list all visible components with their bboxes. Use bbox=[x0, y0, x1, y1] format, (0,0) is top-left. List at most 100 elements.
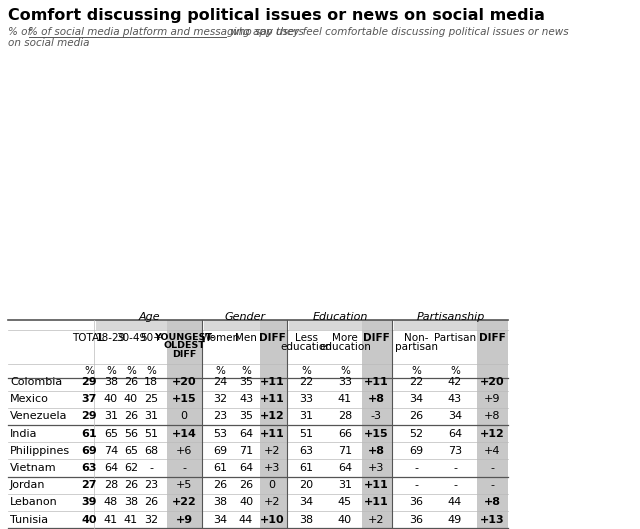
Text: %: % bbox=[450, 366, 460, 376]
Text: +9: +9 bbox=[175, 515, 193, 525]
Text: 69: 69 bbox=[409, 446, 423, 456]
Polygon shape bbox=[362, 320, 392, 529]
Text: 29: 29 bbox=[81, 412, 97, 422]
Text: 28: 28 bbox=[338, 412, 352, 422]
Text: 62: 62 bbox=[124, 463, 138, 473]
Text: 65: 65 bbox=[124, 446, 138, 456]
Polygon shape bbox=[289, 320, 392, 330]
Text: 41: 41 bbox=[124, 515, 138, 525]
Text: 37: 37 bbox=[81, 394, 97, 404]
Text: India: India bbox=[10, 428, 38, 439]
Text: 41: 41 bbox=[338, 394, 352, 404]
Text: +20: +20 bbox=[480, 377, 504, 387]
Text: % of social media platform and messaging app users: % of social media platform and messaging… bbox=[29, 27, 305, 37]
Text: 44: 44 bbox=[448, 497, 462, 507]
Text: 33: 33 bbox=[299, 394, 313, 404]
Text: 26: 26 bbox=[124, 412, 138, 422]
Text: 18: 18 bbox=[144, 377, 158, 387]
Text: 51: 51 bbox=[299, 428, 313, 439]
Text: TOTAL: TOTAL bbox=[72, 333, 106, 343]
Text: 34: 34 bbox=[299, 497, 313, 507]
Text: 26: 26 bbox=[409, 412, 423, 422]
Text: 64: 64 bbox=[338, 463, 352, 473]
Text: 20: 20 bbox=[299, 480, 313, 490]
Text: Men: Men bbox=[235, 333, 257, 343]
Polygon shape bbox=[204, 320, 287, 330]
Text: DIFF: DIFF bbox=[259, 333, 285, 343]
Text: 64: 64 bbox=[239, 428, 253, 439]
Text: %: % bbox=[126, 366, 136, 376]
Text: +9: +9 bbox=[484, 394, 500, 404]
Text: 74: 74 bbox=[104, 446, 118, 456]
Text: 33: 33 bbox=[338, 377, 352, 387]
Text: 71: 71 bbox=[239, 446, 253, 456]
Text: 34: 34 bbox=[213, 515, 227, 525]
Text: 38: 38 bbox=[299, 515, 313, 525]
Text: +2: +2 bbox=[264, 446, 280, 456]
Text: +15: +15 bbox=[364, 428, 388, 439]
Text: 61: 61 bbox=[81, 428, 97, 439]
Text: education: education bbox=[319, 342, 371, 351]
Text: 22: 22 bbox=[409, 377, 423, 387]
Text: 48: 48 bbox=[104, 497, 118, 507]
Text: on social media: on social media bbox=[8, 38, 90, 48]
Text: +11: +11 bbox=[260, 428, 284, 439]
Text: 22: 22 bbox=[299, 377, 313, 387]
Text: 30-49: 30-49 bbox=[116, 333, 146, 343]
Text: 71: 71 bbox=[338, 446, 352, 456]
Polygon shape bbox=[167, 320, 202, 529]
Text: +11: +11 bbox=[364, 497, 388, 507]
Polygon shape bbox=[96, 320, 202, 330]
Text: %: % bbox=[215, 366, 225, 376]
Text: 25: 25 bbox=[144, 394, 158, 404]
Text: 61: 61 bbox=[299, 463, 313, 473]
Text: +5: +5 bbox=[176, 480, 192, 490]
Text: +3: +3 bbox=[264, 463, 280, 473]
Text: 42: 42 bbox=[448, 377, 462, 387]
Text: -: - bbox=[414, 480, 418, 490]
Text: 45: 45 bbox=[338, 497, 352, 507]
Text: 40: 40 bbox=[104, 394, 118, 404]
Text: 53: 53 bbox=[213, 428, 227, 439]
Text: +4: +4 bbox=[484, 446, 500, 456]
Text: 69: 69 bbox=[213, 446, 227, 456]
Text: DIFF: DIFF bbox=[172, 350, 196, 359]
Text: Education: Education bbox=[313, 312, 368, 322]
Text: Lebanon: Lebanon bbox=[10, 497, 58, 507]
Polygon shape bbox=[477, 320, 508, 529]
Text: 31: 31 bbox=[144, 412, 158, 422]
Text: 64: 64 bbox=[239, 463, 253, 473]
Text: -: - bbox=[490, 480, 494, 490]
Text: 26: 26 bbox=[213, 480, 227, 490]
Text: +8: +8 bbox=[367, 394, 385, 404]
Polygon shape bbox=[477, 320, 508, 529]
Text: 64: 64 bbox=[448, 428, 462, 439]
Polygon shape bbox=[167, 320, 202, 529]
Text: 32: 32 bbox=[213, 394, 227, 404]
Text: Colombia: Colombia bbox=[10, 377, 62, 387]
Text: +12: +12 bbox=[479, 428, 504, 439]
Text: 23: 23 bbox=[144, 480, 158, 490]
Text: 40: 40 bbox=[338, 515, 352, 525]
Text: +10: +10 bbox=[260, 515, 284, 525]
Text: +22: +22 bbox=[172, 497, 196, 507]
Text: %: % bbox=[106, 366, 116, 376]
Text: -3: -3 bbox=[371, 412, 381, 422]
Text: education: education bbox=[280, 342, 332, 351]
Text: +11: +11 bbox=[364, 377, 388, 387]
Text: 65: 65 bbox=[104, 428, 118, 439]
Text: 38: 38 bbox=[124, 497, 138, 507]
Text: 43: 43 bbox=[239, 394, 253, 404]
Text: -: - bbox=[414, 463, 418, 473]
Text: Jordan: Jordan bbox=[10, 480, 45, 490]
Text: -: - bbox=[182, 463, 186, 473]
Text: 51: 51 bbox=[144, 428, 158, 439]
Text: 38: 38 bbox=[104, 377, 118, 387]
Text: -: - bbox=[490, 463, 494, 473]
Text: %: % bbox=[84, 366, 94, 376]
Text: 26: 26 bbox=[239, 480, 253, 490]
Text: 26: 26 bbox=[124, 480, 138, 490]
Text: 68: 68 bbox=[144, 446, 158, 456]
Text: -: - bbox=[453, 463, 457, 473]
Text: 73: 73 bbox=[448, 446, 462, 456]
